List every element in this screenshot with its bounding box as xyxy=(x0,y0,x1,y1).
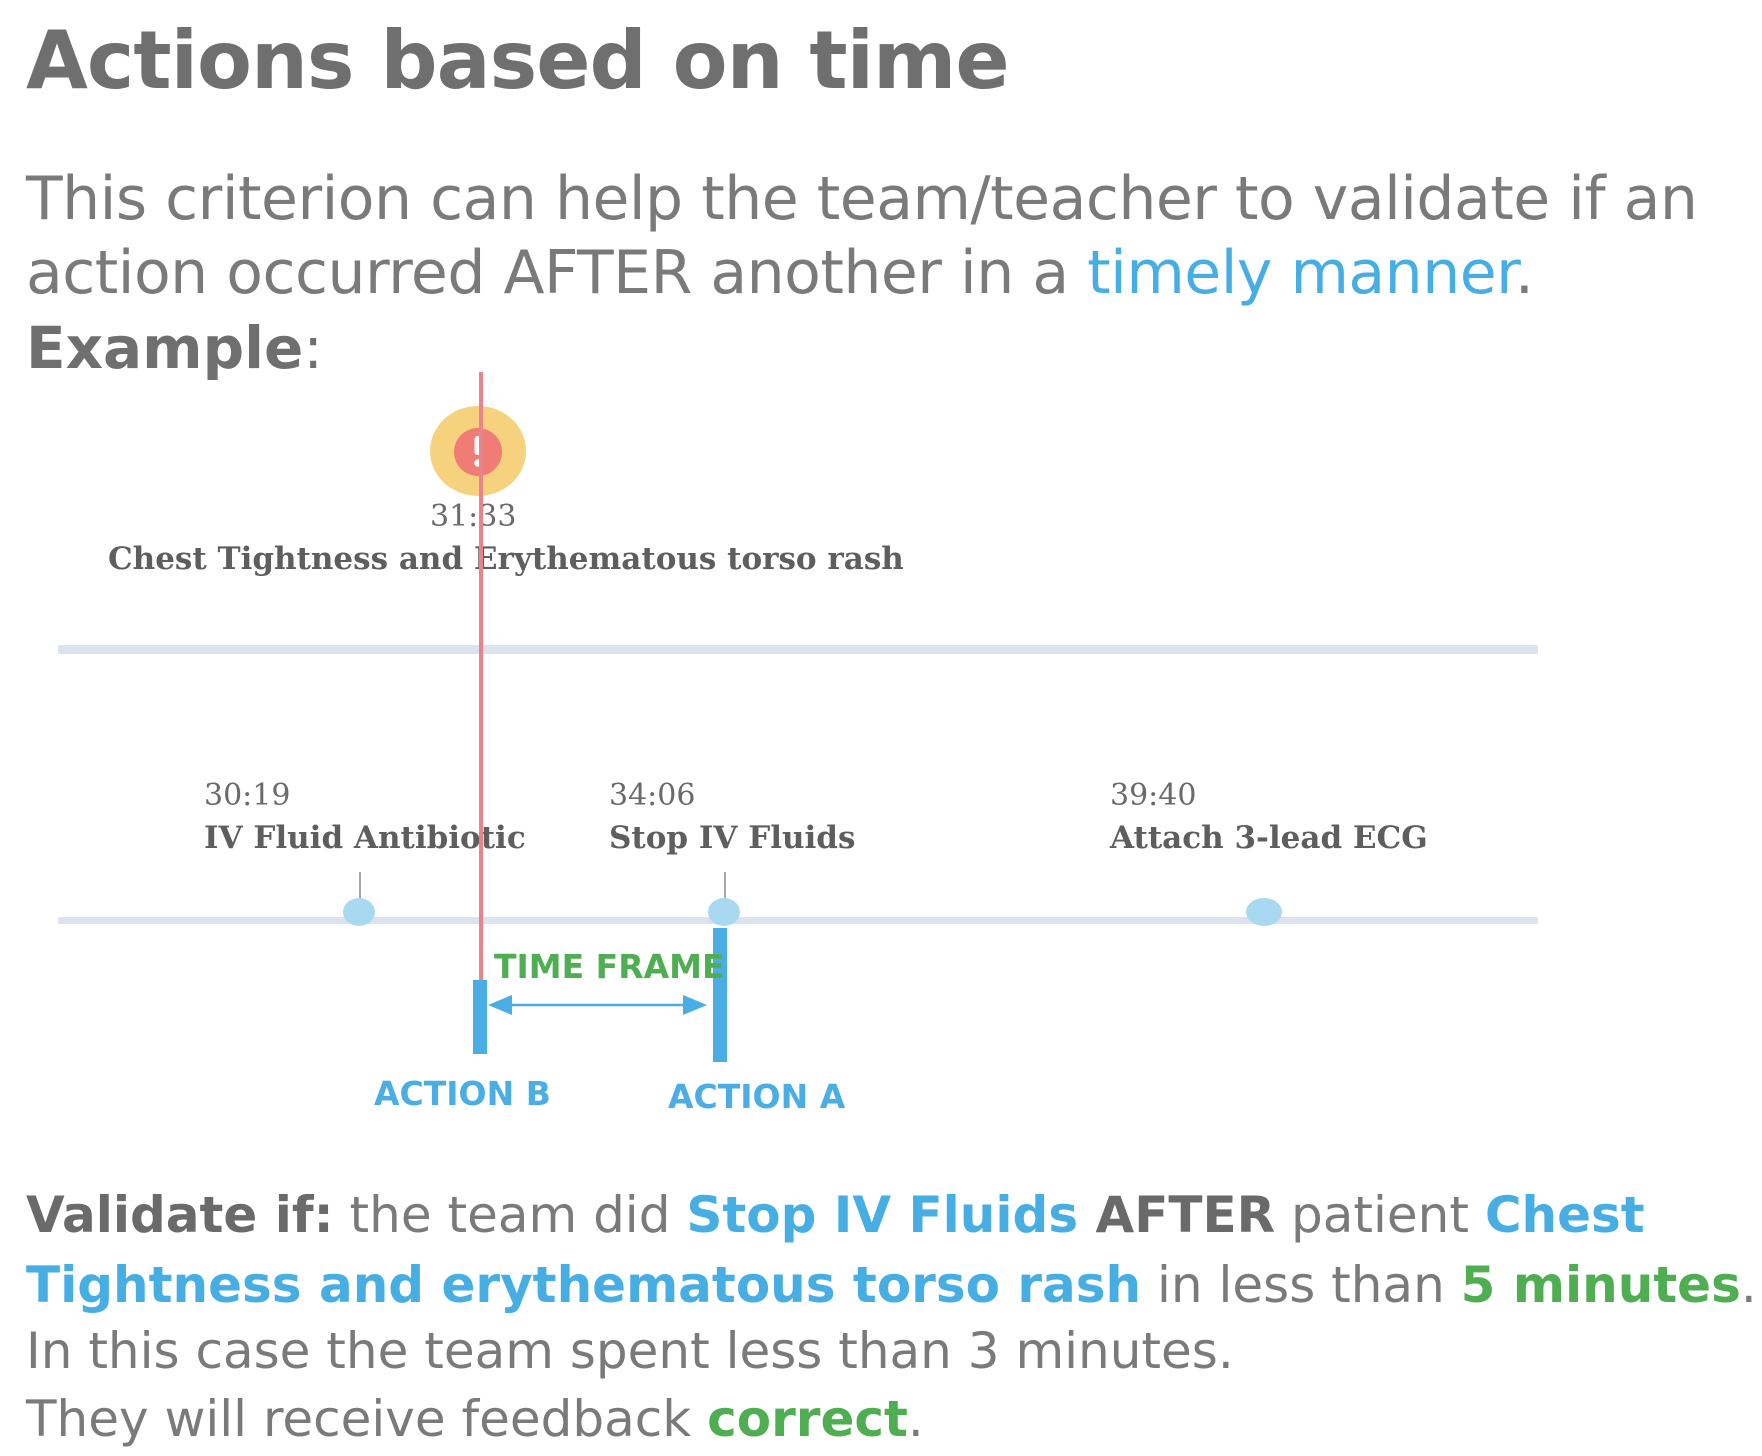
event-label: Attach 3-lead ECG xyxy=(1109,820,1428,856)
timely-manner-highlight: timely manner xyxy=(1087,238,1515,308)
action-a-name: Stop IV Fluids xyxy=(686,1186,1079,1244)
event-label: IV Fluid Antibiotic xyxy=(204,820,526,856)
time-frame-label: TIME FRAME xyxy=(494,947,725,986)
intro-period: . xyxy=(1514,238,1534,308)
time-frame-arrow xyxy=(488,995,707,1015)
page-title: Actions based on time xyxy=(26,14,1010,107)
event-label: Stop IV Fluids xyxy=(609,820,855,856)
validate-text: in less than xyxy=(1141,1256,1461,1314)
condition-name: Tightness and erythematous torso rash xyxy=(26,1256,1142,1314)
intro-line-1: This criterion can help the team/teacher… xyxy=(26,164,1698,234)
alert-label: Chest Tightness and Erythematous torso r… xyxy=(108,541,904,577)
result-line-1: In this case the team spent less than 3 … xyxy=(26,1322,1234,1380)
action-a-marker xyxy=(713,928,727,1062)
result-text: They will receive feedback xyxy=(26,1390,708,1448)
intro-text: action occurred AFTER another in a xyxy=(26,238,1088,308)
action-a-label: ACTION A xyxy=(668,1077,846,1116)
feedback-result: correct xyxy=(707,1390,908,1448)
event-time: 34:06 xyxy=(609,778,695,813)
timeline-track-top xyxy=(58,645,1538,654)
alert-time: 31:33 xyxy=(430,499,516,534)
action-b-marker xyxy=(473,980,487,1054)
example-colon: : xyxy=(303,314,323,382)
timeline-track-bottom xyxy=(58,917,1538,924)
timeline-diagram: 31:33 Chest Tightness and Erythematous t… xyxy=(58,372,1538,1116)
event-time: 30:19 xyxy=(204,778,290,813)
validate-label: Validate if: xyxy=(26,1186,334,1244)
event-dot xyxy=(343,898,375,926)
exclamation-icon xyxy=(454,428,502,476)
result-line-2: They will receive feedback correct. xyxy=(26,1390,924,1448)
intro-line-2: action occurred AFTER another in a timel… xyxy=(26,238,1534,308)
event-dot xyxy=(1246,898,1282,926)
time-limit: 5 minutes xyxy=(1460,1256,1741,1314)
condition-name: Chest xyxy=(1484,1186,1645,1244)
result-period: . xyxy=(907,1390,924,1448)
example-heading: Example: xyxy=(26,314,323,382)
validate-text: patient xyxy=(1275,1186,1485,1244)
alert-marker-line xyxy=(479,372,483,982)
action-b-label: ACTION B xyxy=(374,1074,551,1113)
event-time: 39:40 xyxy=(1110,778,1196,813)
validate-period: . xyxy=(1740,1256,1757,1314)
after-keyword: AFTER xyxy=(1078,1186,1276,1244)
validate-line-2: Tightness and erythematous torso rash in… xyxy=(26,1256,1757,1314)
example-label: Example xyxy=(26,314,304,382)
event-dot xyxy=(708,898,740,926)
validate-line-1: Validate if: the team did Stop IV Fluids… xyxy=(26,1186,1645,1244)
validate-text: the team did xyxy=(333,1186,687,1244)
